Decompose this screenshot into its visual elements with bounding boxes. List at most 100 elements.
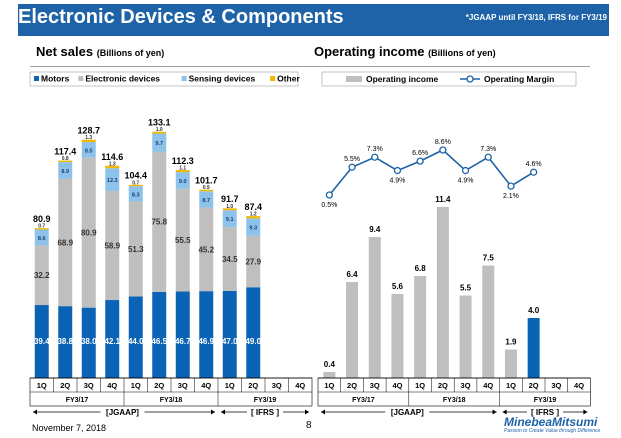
sensing-value-label: 8.5 bbox=[85, 148, 93, 154]
operating-margin-point-1 bbox=[348, 163, 356, 171]
operating-margin-point-0 bbox=[325, 191, 334, 199]
other-value-label: 1.2 bbox=[250, 212, 257, 218]
op-income-value-label: 1.9 bbox=[505, 338, 517, 347]
electronic-value-label: 75.8 bbox=[151, 218, 167, 227]
net-sales-bar-electronic-devices-5 bbox=[152, 151, 167, 292]
motors-value-label: 49.0 bbox=[245, 337, 261, 346]
electronic-value-label: 34.5 bbox=[222, 255, 238, 264]
net-sales-jgaap-label: [JGAAP] bbox=[106, 408, 139, 417]
other-value-label: 1.0 bbox=[156, 127, 163, 133]
motors-value-label: 38.0 bbox=[81, 337, 97, 346]
net-sales-total-label: 117.4 bbox=[54, 147, 76, 157]
net-sales-bar-motors-4 bbox=[128, 296, 143, 378]
operating-margin-label-9: 4.6% bbox=[526, 161, 542, 168]
net-sales-bar-other-2 bbox=[81, 139, 96, 143]
legend-swatch-sensing-devices bbox=[181, 76, 187, 81]
net-sales-ifrs-arrow-right-head bbox=[305, 409, 309, 415]
operating-margin-label-3: 4.9% bbox=[389, 178, 405, 185]
op-income-bar-1 bbox=[346, 282, 359, 378]
operating-margin-label-5: 8.6% bbox=[435, 139, 451, 146]
op-income-unit: (Billions of yen) bbox=[428, 48, 496, 58]
net-sales-tick-label-1: 2Q bbox=[60, 381, 70, 390]
sensing-value-label: 12.3 bbox=[107, 178, 118, 184]
net-sales-bar-other-9 bbox=[246, 216, 261, 219]
operating-margin-line bbox=[328, 149, 535, 196]
op-income-ifrs-label: [ IFRS ] bbox=[531, 408, 559, 417]
legend-swatch-electronic-devices bbox=[78, 76, 84, 81]
op-income-jgaap-label-bg bbox=[385, 407, 430, 417]
net-sales-bar-motors-2 bbox=[81, 307, 96, 378]
sensing-value-label: 9.0 bbox=[179, 179, 187, 185]
net-sales-bar-electronic-devices-4 bbox=[128, 201, 143, 297]
net-sales-bar-other-4 bbox=[128, 184, 143, 187]
net-sales-total-label: 133.1 bbox=[148, 118, 171, 128]
operating-margin-label-2: 7.3% bbox=[367, 146, 383, 153]
company-logo: MinebeaMitsumi Passion to Create Value t… bbox=[504, 415, 600, 434]
other-value-label: 0.7 bbox=[132, 180, 139, 186]
logo-name: MinebeaMitsumi bbox=[504, 415, 598, 429]
net-sales-total-label: 87.4 bbox=[244, 202, 262, 212]
page-title: Electronic Devices & Components bbox=[18, 6, 344, 28]
op-income-title-text: Operating income bbox=[314, 44, 425, 59]
legend-swatch-other bbox=[270, 76, 276, 81]
op-income-tick-label-8: 1Q bbox=[506, 381, 516, 390]
op-income-value-label: 7.5 bbox=[483, 254, 495, 263]
net-sales-ifrs-arrow-left-head bbox=[221, 409, 225, 415]
sensing-value-label: 8.3 bbox=[132, 192, 140, 198]
net-sales-total-label: 91.7 bbox=[221, 194, 239, 204]
net-sales-bar-other-5 bbox=[152, 131, 167, 134]
op-income-fy-label-2: FY3/19 bbox=[534, 397, 557, 404]
other-value-label: 0.8 bbox=[62, 156, 69, 162]
legend-label-electronic-devices: Electronic devices bbox=[85, 74, 160, 84]
other-value-label: 1.1 bbox=[179, 166, 186, 172]
motors-value-label: 46.7 bbox=[175, 337, 191, 346]
net-sales-jgaap-arrow-left-head bbox=[33, 409, 37, 415]
legend-label-operating-income: Operating income bbox=[366, 74, 439, 84]
net-sales-tick-label-10: 3Q bbox=[272, 381, 282, 390]
op-income-bar-3 bbox=[391, 294, 404, 378]
net-sales-bar-motors-0 bbox=[34, 305, 49, 378]
net-sales-ifrs-label: [ IFRS ] bbox=[251, 408, 279, 417]
net-sales-tick-label-9: 2Q bbox=[248, 381, 258, 390]
net-sales-tick-label-2: 3Q bbox=[84, 381, 94, 390]
net-sales-tick-label-11: 4Q bbox=[295, 381, 305, 390]
electronic-value-label: 32.2 bbox=[34, 271, 50, 280]
op-income-legend-box bbox=[321, 71, 577, 87]
op-income-value-label: 5.6 bbox=[392, 282, 404, 291]
op-income-title: Operating income (Billions of yen) bbox=[314, 44, 496, 59]
net-sales-title-text: Net sales bbox=[36, 44, 94, 59]
op-income-jgaap-arrow-right-head bbox=[492, 409, 497, 415]
operating-margin-point-9 bbox=[530, 168, 538, 176]
op-income-jgaap-arrow-left-head bbox=[321, 409, 325, 415]
net-sales-bar-sensing-devices-5 bbox=[152, 133, 167, 152]
legend-swatch-operating-income bbox=[346, 76, 362, 82]
other-value-label: 0.9 bbox=[203, 185, 210, 191]
net-sales-total-label: 114.6 bbox=[101, 152, 123, 162]
net-sales-bar-electronic-devices-3 bbox=[105, 190, 120, 301]
net-sales-ifrs-label-bg bbox=[247, 407, 283, 417]
op-income-ifrs-label-bg bbox=[527, 407, 563, 417]
legend-label-other: Other bbox=[277, 74, 300, 84]
net-sales-fy-label-0: FY3/17 bbox=[66, 397, 89, 404]
motors-value-label: 46.5 bbox=[151, 337, 167, 346]
op-income-tick-label-6: 3Q bbox=[461, 381, 471, 390]
other-value-label: 1.0 bbox=[226, 204, 233, 210]
net-sales-tick-label-8: 1Q bbox=[225, 381, 235, 390]
net-sales-bar-other-6 bbox=[175, 170, 190, 173]
electronic-value-label: 80.9 bbox=[81, 229, 97, 238]
net-sales-bar-other-7 bbox=[199, 189, 214, 192]
motors-value-label: 47.0 bbox=[222, 337, 238, 346]
op-income-bar-7 bbox=[482, 265, 495, 378]
net-sales-total-label: 112.3 bbox=[172, 156, 194, 166]
operating-margin-label-0: 0.5% bbox=[321, 202, 337, 209]
operating-margin-label-6: 4.9% bbox=[458, 178, 474, 185]
operating-margin-label-1: 5.5% bbox=[344, 156, 360, 163]
op-income-fy-label-0: FY3/17 bbox=[352, 397, 375, 404]
net-sales-bar-motors-5 bbox=[152, 291, 167, 378]
legend-label-operating-margin: Operating Margin bbox=[484, 74, 554, 84]
op-income-bar-6 bbox=[459, 295, 472, 378]
logo-tagline: Passion to Create Value through Differen… bbox=[504, 428, 601, 434]
net-sales-total-label: 128.7 bbox=[77, 126, 100, 136]
net-sales-bar-electronic-devices-2 bbox=[81, 157, 96, 308]
